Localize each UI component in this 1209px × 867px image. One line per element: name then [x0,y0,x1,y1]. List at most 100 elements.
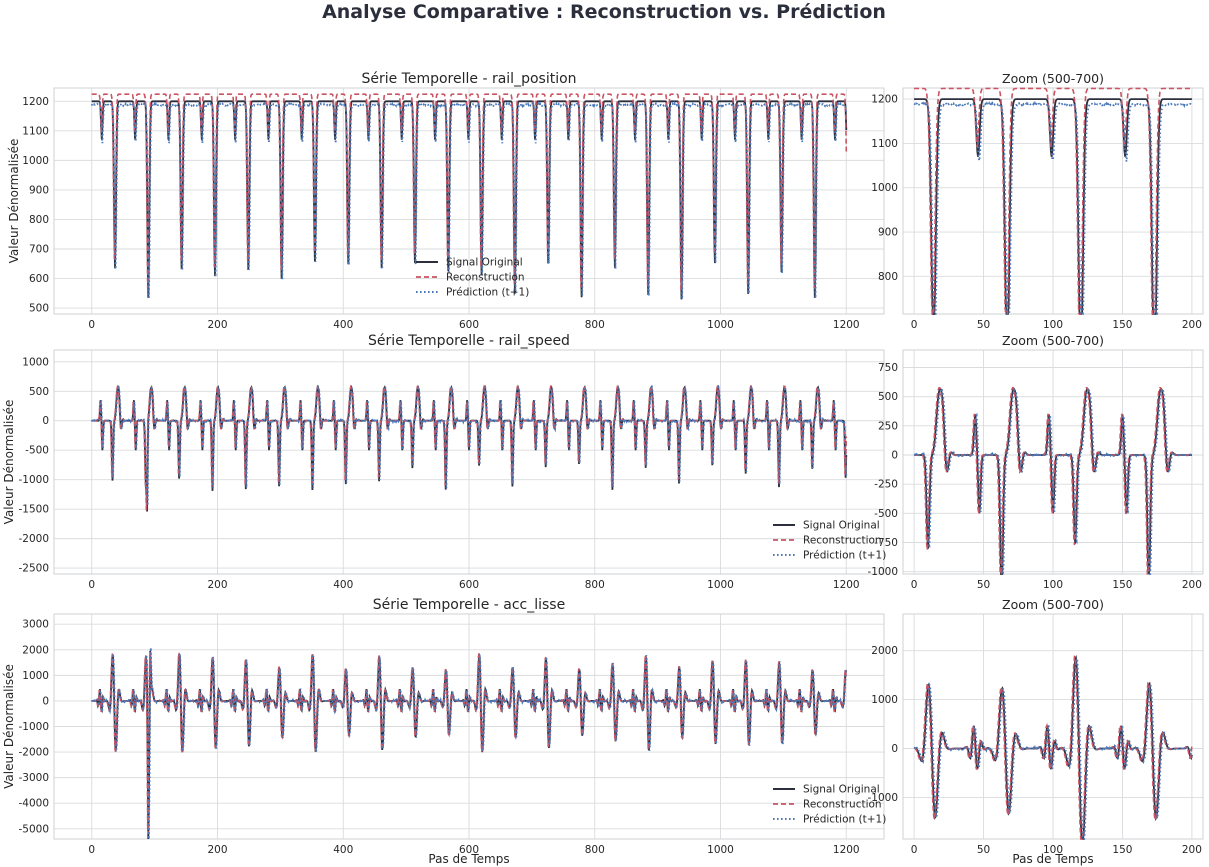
y-tick-label: 0 [42,415,49,427]
y-tick-label: -2000 [18,533,49,545]
legend-entry: Prédiction (t+1) [803,814,886,826]
legend-entry: Prédiction (t+1) [803,550,886,562]
legend-entry: Reconstruction [803,535,882,547]
x-tick-label: 200 [207,579,227,591]
x-tick-label: 800 [585,844,605,856]
y-tick-label: -750 [874,537,898,549]
y-tick-label: 750 [878,362,898,374]
legend: Signal Original Reconstruction Prédiction … [416,257,529,299]
x-tick-label: 600 [459,579,479,591]
y-tick-label: 1000 [22,155,49,167]
x-tick-label: 800 [585,579,605,591]
series-line-prediction [90,647,848,840]
y-tick-label: -1000 [18,721,49,733]
y-tick-label: -4000 [18,798,49,810]
y-tick-label: 1000 [22,670,49,682]
x-tick-label: 600 [459,319,479,331]
legend-entry: Reconstruction [803,799,882,811]
y-tick-label: 1200 [22,96,49,108]
x-tick-label: 0 [911,579,918,591]
x-tick-label: 400 [333,319,353,331]
y-axis-label: Valeur Dénormalisée [7,139,21,264]
legend-entry: Prédiction (t+1) [446,287,529,299]
y-tick-label: 1000 [871,182,898,194]
x-tick-label: 100 [1043,319,1063,331]
y-tick-label: -1000 [867,566,898,578]
x-tick-label: 50 [977,579,990,591]
x-tick-label: 0 [88,579,95,591]
y-tick-label: -1500 [18,504,49,516]
x-tick-label: 1200 [833,319,860,331]
y-axis-label: Valeur Dénormalisée [2,664,16,789]
y-tick-label: 900 [29,184,49,196]
y-tick-label: 2000 [22,644,49,656]
x-tick-label: 0 [88,844,95,856]
x-axis-label: Pas de Temps [428,852,509,866]
y-tick-label: -1000 [867,792,898,804]
x-tick-label: 200 [1182,579,1202,591]
y-tick-label: 0 [42,695,49,707]
chart-panel-2: 0 50 100 150 200 800 900 1000 1100 1200 Zoom (500-… [871,71,1204,331]
legend: Signal Original Reconstruction Prédiction … [773,784,886,826]
y-tick-label: 3000 [22,619,49,631]
x-tick-label: 1000 [707,844,734,856]
y-tick-label: 1200 [871,94,898,106]
x-tick-label: 0 [911,844,918,856]
y-tick-label: 0 [891,450,898,462]
x-tick-label: 800 [585,319,605,331]
x-tick-label: 150 [1112,844,1132,856]
x-tick-label: 0 [88,319,95,331]
y-tick-label: 250 [878,420,898,432]
x-tick-label: 200 [1182,844,1202,856]
plot-area [53,349,885,575]
x-tick-label: 600 [459,844,479,856]
x-tick-label: 200 [207,844,227,856]
x-tick-label: 50 [977,844,990,856]
x-tick-label: 50 [977,319,990,331]
plot-area [902,613,1204,840]
y-tick-label: 500 [29,386,49,398]
y-tick-label: 900 [878,227,898,239]
y-axis-label: Valeur Dénormalisée [2,400,16,525]
panel-title: Zoom (500-700) [1002,597,1104,612]
legend-entry: Reconstruction [446,272,525,284]
x-tick-label: 400 [333,844,353,856]
panel-title: Série Temporelle - acc_lisse [373,597,565,613]
plot-area [53,613,885,840]
figure-title: Analyse Comparative : Reconstruction vs.… [322,1,886,23]
legend-entry: Signal Original [803,784,880,796]
y-tick-label: -2500 [18,563,49,575]
chart-panel-4: 0 50 100 150 200 -1000 -750 -500 -250 0 250 500 750 Z… [867,333,1204,591]
series-line-reconstruction [91,93,848,290]
y-tick-label: 1000 [22,356,49,368]
series-line-reconstruction [91,384,848,511]
legend-entry: Signal Original [446,257,523,269]
y-tick-label: 800 [29,214,49,226]
chart-panel-6: 0 50 100 150 200 -1000 0 1000 2000 Zoom (500-700)… [867,597,1204,866]
plot-area [53,87,885,315]
series-line-original [914,98,1192,315]
x-axis-label: Pas de Temps [1012,852,1093,866]
x-tick-label: 100 [1043,579,1063,591]
y-tick-label: 500 [29,303,49,315]
chart-panel-5: 0 200 400 600 800 1000 1200 -5000 -4000 -3000 -200… [2,597,886,866]
panel-title: Zoom (500-700) [1002,71,1104,86]
y-tick-label: 500 [878,391,898,403]
x-tick-label: 150 [1112,319,1132,331]
x-tick-label: 150 [1112,579,1132,591]
chart-panel-1: 0 200 400 600 800 1000 1200 500 600 700 800 900 1000… [7,71,885,331]
x-tick-label: 1200 [833,844,860,856]
y-tick-label: -500 [874,508,898,520]
series-line-prediction [913,100,1193,315]
chart-panel-3: 0 200 400 600 800 1000 1200 -2500 -2000 -1500 -100… [2,333,886,591]
y-tick-label: 2000 [871,645,898,657]
y-tick-label: 600 [29,273,49,285]
series-line-prediction [90,384,848,506]
y-tick-label: -250 [874,479,898,491]
y-tick-label: -2000 [18,747,49,759]
x-tick-label: 400 [333,579,353,591]
x-tick-label: 100 [1043,844,1063,856]
x-tick-label: 200 [1182,319,1202,331]
y-tick-label: 800 [878,271,898,283]
y-tick-label: 1100 [871,138,898,150]
